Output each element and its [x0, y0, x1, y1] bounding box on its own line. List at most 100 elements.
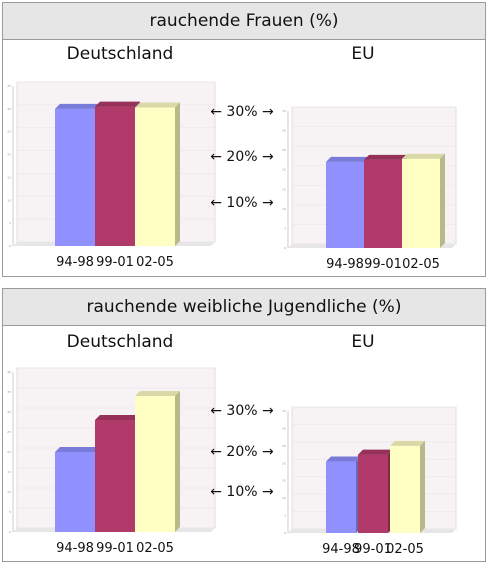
y-tick-label: 35: [282, 409, 286, 413]
bar-side: [420, 440, 425, 533]
y-tick-label: 30: [282, 129, 286, 133]
x-tick-label: 99-01: [364, 257, 402, 272]
bar-top: [135, 391, 180, 396]
y-tick-label: 25: [7, 130, 11, 134]
bar-front: [326, 461, 356, 533]
y-tick-label: 5: [9, 221, 11, 225]
y-tick-label: 35: [7, 84, 11, 88]
y-tick-label: 35: [282, 109, 286, 113]
bar-chart-women-germany: 0 5 10 15 20 25 30 35 94-98 99-01 02-05: [7, 81, 216, 270]
x-tick-label: 02-05: [402, 257, 440, 272]
y-tick-label: 15: [282, 479, 286, 483]
bar-chart-youth-germany: 0 5 10 15 20 25 30 35 40 94-98 99-01 02-05: [7, 367, 216, 556]
scale-label-30: ← 30% →: [210, 104, 274, 120]
y-tick-label: 25: [282, 444, 286, 448]
y-tick-label: 0: [9, 530, 11, 534]
y-tick-label: 20: [7, 153, 11, 157]
bar-94-98: [55, 447, 100, 532]
bar-front: [364, 159, 402, 248]
y-tick-label: 0: [284, 246, 286, 250]
x-tick-label: 02-05: [136, 541, 174, 556]
bar-top: [55, 447, 100, 452]
y-tick-label: 5: [284, 514, 286, 518]
bar-94-98: [326, 456, 361, 533]
y-tick-label: 20: [7, 450, 11, 454]
x-tick-label: 99-01: [96, 541, 134, 556]
bar-02-05: [135, 391, 180, 532]
x-tick-label: 94-98: [56, 541, 94, 556]
y-tick-label: 20: [282, 168, 286, 172]
bar-front: [95, 420, 135, 532]
bar-94-98: [55, 103, 100, 246]
bar-chart-women-eu: 0 5 10 15 20 25 30 35 94-98 99-01 02-05: [282, 106, 457, 272]
panel-title: rauchende Frauen (%): [3, 3, 485, 40]
chart-title-eu: EU: [351, 332, 375, 352]
chart-title-germany: Deutschland: [66, 44, 174, 64]
bar-99-01: [95, 101, 140, 246]
y-tick-label: 10: [7, 198, 11, 202]
bar-top: [364, 154, 407, 160]
chart-title-germany: Deutschland: [66, 332, 174, 352]
bar-94-98: [326, 156, 369, 248]
x-tick-label: 02-05: [386, 542, 424, 557]
bar-99-01: [364, 154, 407, 248]
scale-label-10: ← 10% →: [210, 484, 274, 500]
bar-front: [390, 445, 420, 533]
y-tick-label: 5: [9, 510, 11, 514]
bar-side: [440, 153, 445, 248]
bar-top: [95, 415, 140, 420]
chart-title-eu: EU: [351, 44, 375, 64]
bar-top: [326, 456, 361, 462]
bar-side: [175, 391, 180, 532]
y-tick-label: 25: [282, 148, 286, 152]
y-tick-label: 40: [7, 370, 11, 374]
bar-top: [326, 156, 369, 162]
y-tick-label: 10: [7, 490, 11, 494]
scale-label-30: ← 30% →: [210, 403, 274, 419]
bar-top: [55, 103, 100, 109]
bar-top: [358, 449, 393, 455]
x-tick-label: 94-98: [322, 542, 360, 557]
bar-99-01: [358, 449, 393, 533]
scale-reference: ← 30% → ← 20% → ← 10% →: [204, 96, 280, 236]
bar-side: [175, 102, 180, 246]
x-tick-label: 94-98: [326, 257, 364, 272]
scale-label-20: ← 20% →: [210, 149, 274, 165]
bar-02-05: [135, 102, 180, 246]
y-tick-label: 0: [284, 531, 286, 535]
scale-label-20: ← 20% →: [210, 444, 274, 460]
bar-02-05: [390, 440, 425, 533]
bar-front: [358, 454, 388, 533]
x-tick-label: 94-98: [56, 255, 94, 270]
bar-99-01: [95, 415, 140, 532]
y-tick-label: 30: [282, 426, 286, 430]
y-tick-label: 10: [282, 207, 286, 211]
bar-front: [135, 107, 175, 246]
bar-front: [55, 452, 95, 532]
bar-front: [135, 396, 175, 532]
y-tick-label: 25: [7, 430, 11, 434]
y-tick-label: 10: [282, 496, 286, 500]
x-tick-label: 02-05: [136, 255, 174, 270]
scale-reference: ← 30% → ← 20% → ← 10% →: [204, 395, 280, 535]
bar-front: [402, 158, 440, 248]
y-tick-label: 15: [7, 470, 11, 474]
bar-top: [402, 153, 445, 159]
bar-02-05: [402, 153, 445, 248]
bar-top: [135, 102, 180, 108]
y-tick-label: 15: [7, 175, 11, 179]
y-tick-label: 30: [7, 107, 11, 111]
bar-front: [95, 106, 135, 246]
y-tick-label: 35: [7, 390, 11, 394]
y-tick-label: 0: [9, 244, 11, 248]
y-tick-label: 15: [282, 187, 286, 191]
bar-front: [55, 108, 95, 246]
scale-label-10: ← 10% →: [210, 195, 274, 211]
panel-title: rauchende weibliche Jugendliche (%): [3, 289, 485, 326]
y-tick-label: 20: [282, 461, 286, 465]
y-tick-label: 30: [7, 410, 11, 414]
x-tick-label: 99-01: [96, 255, 134, 270]
bar-top: [95, 101, 140, 107]
bar-top: [390, 440, 425, 446]
